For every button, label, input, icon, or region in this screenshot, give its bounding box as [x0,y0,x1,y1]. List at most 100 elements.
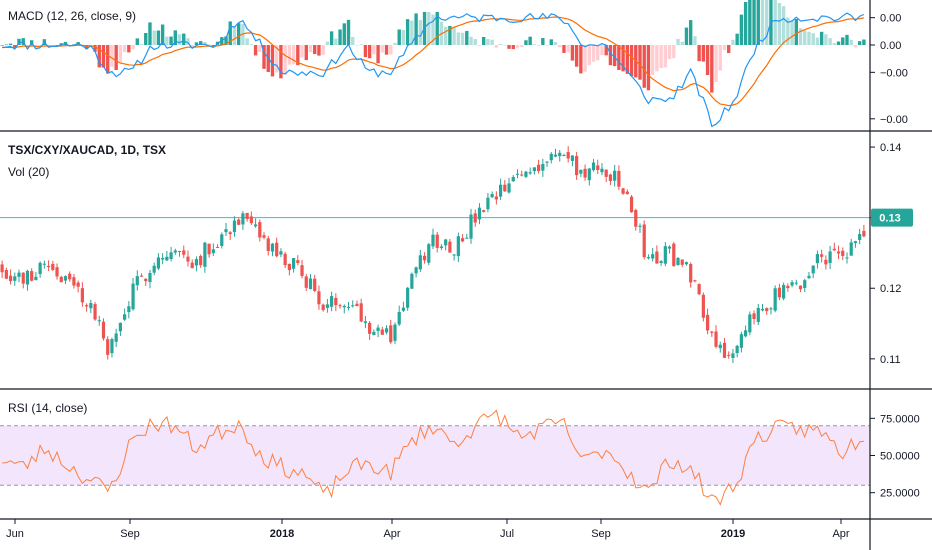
candle-body [372,331,376,336]
macd-price-scale[interactable]: 0.00 0.00 −0.00 −0.00 [870,13,908,126]
candle-body [161,257,165,260]
macd-histogram-bar [329,31,334,45]
candle-body [25,270,30,285]
candle-body [355,303,359,307]
price-tick-label: 0.14 [880,142,901,154]
macd-histogram-bar [482,36,486,45]
macd-histogram-bar [236,23,241,45]
candle-body [338,305,342,307]
macd-histogram-bar [469,36,473,45]
macd-histogram-bar [186,38,190,45]
candle-body [21,272,25,284]
macd-histogram-bar [93,45,97,52]
candle-body [735,345,739,354]
macd-histogram-bar [714,45,718,82]
time-axis[interactable]: Jun Sep 2018 Apr Jul Sep 2019 Apr [6,519,850,540]
last-price-badge-label: 0.13 [879,213,900,225]
macd-histogram-bar [59,43,63,45]
candle-body [494,196,498,200]
time-tick-label: 2018 [270,528,294,540]
candle-body [507,183,511,193]
macd-histogram-bar [781,6,786,45]
macd-histogram-bar [629,45,634,76]
candle-body [165,256,169,261]
macd-histogram-bar [528,36,532,45]
rsi-price-scale[interactable]: 75.0000 50.0000 25.0000 [870,413,920,500]
rsi-pane[interactable]: RSI (14, close) [0,401,870,506]
macd-histogram-bar [587,45,591,65]
candle-body [452,254,456,256]
candle-body [359,303,363,322]
macd-histogram-bar [465,30,469,45]
macd-histogram-bar [642,45,646,88]
candle-body [439,246,444,249]
macd-histogram-bar [684,27,689,45]
candle-body [418,255,422,270]
price-tick-label: 0.11 [880,354,901,366]
time-tick-label: Jul [500,528,514,540]
candle-body [414,267,418,274]
candle-body [743,330,748,337]
macd-histogram-bar [334,38,338,45]
macd-histogram-bar [232,25,237,45]
macd-histogram-bar [663,45,668,68]
candle-body [490,194,494,198]
candle-body [211,249,215,254]
macd-histogram-bar [313,45,317,55]
macd-histogram-bar [346,19,351,45]
macd-histogram-bar [144,32,148,45]
candle-body [482,210,486,212]
candle-body [397,311,401,325]
candle-body [820,254,824,257]
candle-body [4,269,8,279]
macd-histogram-bar [355,45,359,46]
macd-histogram-bar [97,45,101,68]
candle-body [448,241,452,253]
candle-body [862,230,866,237]
macd-histogram-bar [139,44,144,45]
candle-body [207,243,211,255]
candle-body [346,306,351,308]
macd-histogram-bar [296,45,300,66]
candle-body [287,263,291,271]
last-price-badge-box [871,208,913,227]
macd-histogram-bar [351,36,355,45]
macd-line [2,12,865,128]
macd-pane[interactable]: MACD (12, 26, close, 9) [0,0,866,128]
macd-histogram-bar [427,11,431,45]
macd-histogram-bar [160,24,165,45]
time-tick-label: Apr [832,528,849,540]
macd-histogram-bar [338,29,342,45]
macd-histogram-bar [819,31,824,45]
candle-body [613,170,617,181]
last-price-badge: 0.13 [871,208,913,227]
candle-body [300,265,304,276]
macd-histogram-bar [701,45,706,62]
macd-histogram-bar [291,45,296,65]
candle-body [228,232,232,235]
candle-body [325,304,329,308]
macd-histogram-bar [325,41,330,45]
macd-histogram-bar [279,45,283,79]
macd-histogram-bar [659,45,663,69]
candle-body [798,285,803,290]
macd-histogram-bar [418,20,423,45]
macd-histogram-bar [579,45,583,74]
macd-histogram-bar [384,45,389,55]
candle-body [477,207,482,220]
candles [0,146,866,364]
rsi-band [0,425,870,486]
price-pane[interactable]: TSX/CXY/XAUCAD, 1D, TSX Vol (20) [0,143,870,364]
macd-histogram-bar [828,38,832,45]
candle-body [583,168,587,178]
candle-body [186,256,190,262]
candle-body [389,325,393,343]
candle-body [824,259,828,265]
candle-body [676,257,680,265]
macd-histogram-bar [794,18,798,45]
candle-body [194,259,199,266]
macd-histogram-bar [389,45,393,55]
candle-body [401,307,406,311]
candle-body [156,257,161,269]
macd-histogram-bar [135,38,139,45]
